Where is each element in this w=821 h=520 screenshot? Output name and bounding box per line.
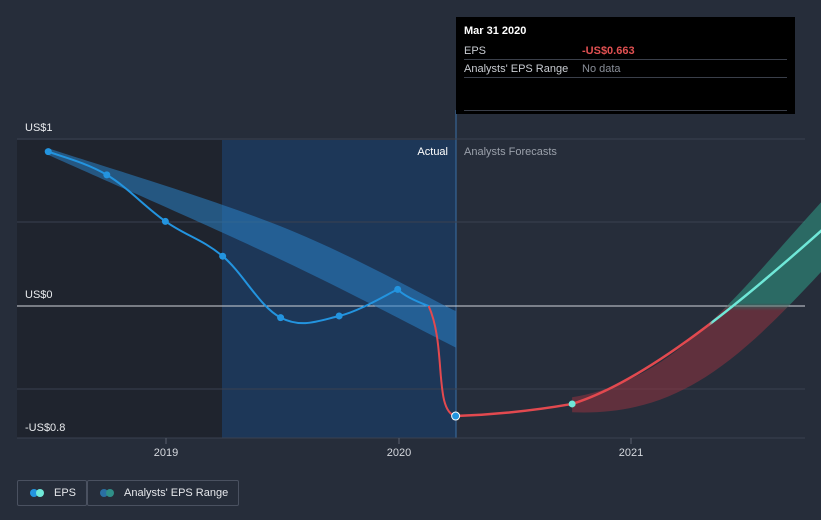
- tooltip-empty-row: [464, 78, 787, 111]
- tooltip-eps-value: -US$0.663: [582, 44, 635, 57]
- tooltip-date: Mar 31 2020: [464, 25, 527, 37]
- historic-eps-range-band: [48, 148, 456, 348]
- eps-legend-icon: [30, 489, 46, 497]
- eps-point: [335, 312, 343, 320]
- legend-range-button[interactable]: Analysts' EPS Range: [87, 480, 240, 506]
- y-label-zero: US$0: [25, 289, 53, 301]
- eps-point: [161, 217, 169, 225]
- eps-point: [394, 285, 402, 293]
- y-label-bottom: -US$0.8: [25, 422, 65, 434]
- tooltip-range-key: Analysts' EPS Range: [464, 62, 569, 75]
- y-label-top: US$1: [25, 122, 53, 134]
- eps-point: [277, 314, 285, 322]
- tooltip-row-eps: EPS -US$0.663: [464, 42, 787, 60]
- forecast-eps-range-band: [572, 202, 821, 413]
- legend-eps-label: EPS: [54, 487, 77, 499]
- eps-point-selected: [451, 411, 461, 421]
- tooltip: Mar 31 2020 EPS -US$0.663 Analysts' EPS …: [456, 17, 795, 114]
- eps-point: [44, 148, 52, 156]
- region-label-actual: Actual: [417, 146, 448, 158]
- x-tick-2019: 2019: [154, 447, 178, 459]
- eps-forecast-line: [455, 229, 821, 418]
- range-legend-icon: [100, 489, 116, 497]
- legend-eps-button[interactable]: EPS: [17, 480, 88, 506]
- actual-region-highlight: [222, 140, 456, 438]
- x-tick-2020: 2020: [387, 447, 411, 459]
- legend-range-label: Analysts' EPS Range: [124, 487, 229, 499]
- eps-actual-drop-negative: [427, 305, 457, 418]
- eps-forecast-point: [568, 400, 576, 408]
- region-label-forecast: Analysts Forecasts: [464, 146, 557, 158]
- x-tick-2021: 2021: [619, 447, 643, 459]
- tooltip-eps-key: EPS: [464, 44, 487, 57]
- eps-point: [219, 252, 227, 260]
- tooltip-row-range: Analysts' EPS Range No data: [464, 60, 787, 78]
- past-shade-region: [17, 140, 222, 438]
- eps-point: [103, 171, 111, 179]
- tooltip-range-value: No data: [582, 62, 621, 75]
